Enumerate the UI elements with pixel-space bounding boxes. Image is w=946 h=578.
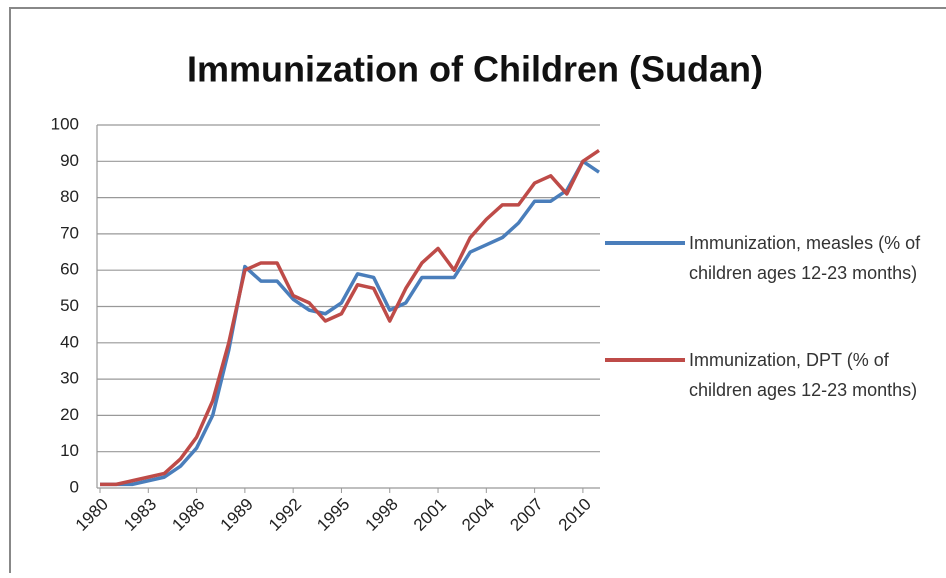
legend-item: Immunization, DPT (% of children ages 12…	[605, 345, 935, 405]
series-line	[100, 148, 600, 487]
y-tick-label: 90	[60, 151, 79, 170]
y-tick-label: 70	[60, 223, 79, 242]
legend-swatch	[605, 358, 685, 362]
y-tick-label: 0	[70, 477, 79, 496]
x-tick-label: 1989	[217, 495, 257, 535]
x-tick-label: 1983	[120, 495, 160, 535]
y-tick-label: 100	[51, 114, 79, 133]
y-tick-label: 80	[60, 187, 79, 206]
x-tick-label: 1995	[313, 495, 353, 535]
series-line	[100, 159, 600, 487]
x-tick-label: 1980	[72, 495, 112, 535]
x-tick-label: 2007	[506, 495, 546, 535]
chart-frame	[9, 7, 946, 578]
legend-item: Immunization, measles (% of children age…	[605, 228, 935, 288]
x-tick-label: 1992	[265, 495, 305, 535]
y-tick-label: 10	[60, 441, 79, 460]
y-tick-label: 40	[60, 332, 79, 351]
chart-title: Immunization of Children (Sudan)	[187, 49, 763, 90]
x-tick-label: 2001	[410, 495, 450, 535]
y-tick-label: 30	[60, 369, 79, 388]
legend-label: Immunization, DPT (% of children ages 12…	[689, 350, 918, 400]
x-tick-label: 1986	[168, 495, 208, 535]
y-tick-label: 50	[60, 296, 79, 315]
x-tick-label: 2010	[555, 495, 595, 535]
legend-label: Immunization, measles (% of children age…	[689, 233, 921, 283]
y-tick-label: 20	[60, 405, 79, 424]
y-tick-label: 60	[60, 260, 79, 279]
x-tick-label: 1998	[362, 495, 402, 535]
x-tick-label: 2004	[458, 495, 498, 535]
legend-swatch	[605, 241, 685, 245]
